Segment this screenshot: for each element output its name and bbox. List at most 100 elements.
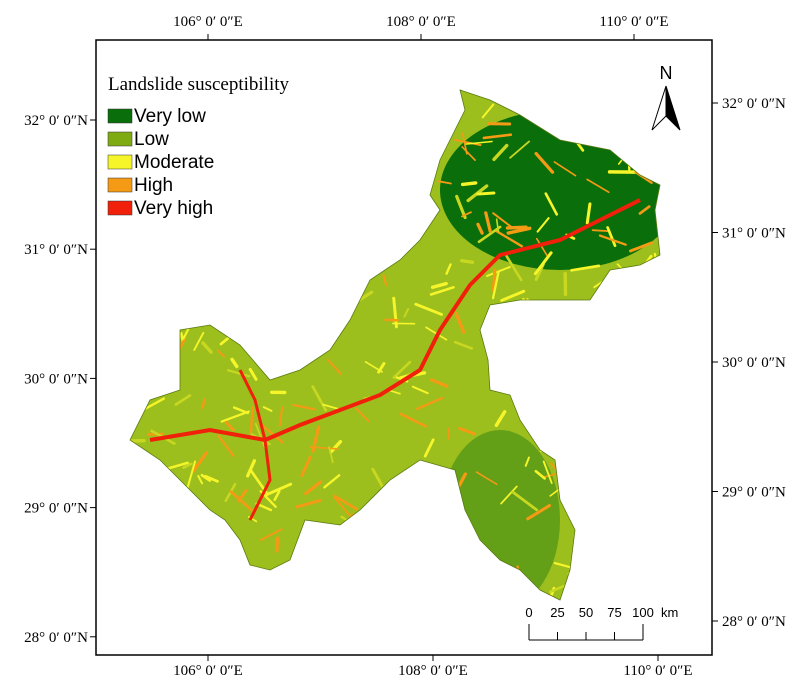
legend-label: Low [134, 129, 169, 150]
right-lat-label: 30° 0′ 0″N [722, 355, 786, 371]
legend-label: Very high [134, 198, 213, 219]
streak [437, 180, 452, 185]
left-lat-label: 29° 0′ 0″N [24, 501, 88, 517]
streak [384, 318, 399, 322]
streak [511, 490, 538, 512]
streak [275, 536, 280, 553]
streak [482, 133, 513, 140]
legend-swatch [107, 200, 133, 216]
streak [186, 460, 197, 491]
scale-bar: 0 25 50 75 100 km [525, 605, 678, 641]
left-lat-label: 32° 0′ 0″N [24, 113, 88, 129]
streak [230, 357, 239, 369]
streak [460, 259, 475, 264]
streak [430, 281, 448, 289]
streak [193, 331, 205, 351]
streak [495, 218, 500, 233]
streak [217, 434, 235, 458]
streak [327, 359, 343, 376]
streak [638, 205, 651, 215]
streak [204, 474, 219, 483]
streak [355, 407, 370, 423]
scale-unit: km [661, 605, 678, 620]
top-lon-label: 106° 0′ 0″E [173, 14, 243, 30]
streak [311, 385, 327, 412]
streak [628, 241, 654, 253]
legend-label: Very low [134, 106, 206, 127]
left-lat-label: 31° 0′ 0″N [24, 242, 88, 258]
streak [430, 378, 449, 388]
streak [553, 161, 577, 177]
streak [429, 286, 455, 296]
streak [248, 367, 258, 381]
streak [492, 143, 509, 162]
streak [411, 385, 429, 395]
streak [328, 446, 334, 464]
streak [544, 192, 559, 216]
streak [533, 251, 553, 276]
streak [392, 360, 412, 379]
streak [506, 226, 532, 235]
streak [476, 191, 496, 196]
streak [220, 410, 250, 423]
streak [455, 194, 467, 220]
scale-label: 100 [632, 605, 654, 620]
streak [174, 394, 192, 406]
streak [475, 471, 498, 486]
streak [454, 138, 482, 147]
right-lat-label: 32° 0′ 0″N [722, 96, 786, 112]
river [238, 369, 267, 441]
streak [200, 473, 212, 482]
streak [232, 406, 250, 415]
right-lat-label: 28° 0′ 0″N [722, 614, 786, 630]
bottom-lon-label: 106° 0′ 0″E [173, 663, 243, 679]
streak [249, 468, 268, 495]
streak [505, 225, 528, 230]
bottom-lon-label: 108° 0′ 0″E [398, 663, 468, 679]
legend-swatch [107, 177, 133, 193]
streak [477, 225, 502, 244]
streak [226, 369, 251, 378]
streak [464, 140, 493, 145]
streak [542, 460, 553, 484]
streak [191, 451, 209, 473]
river [248, 439, 272, 521]
streak [492, 212, 513, 229]
top-lon-label: 110° 0′ 0″E [599, 14, 668, 30]
legend-label: High [134, 175, 173, 196]
streak [197, 474, 204, 485]
streak [534, 469, 546, 480]
streak [201, 398, 206, 410]
streak [182, 462, 193, 469]
streak [586, 178, 610, 194]
streak [382, 273, 388, 287]
streak [262, 406, 273, 412]
streak [570, 264, 601, 272]
streak [224, 420, 235, 432]
streak [550, 462, 558, 471]
left-lat-label: 30° 0′ 0″N [24, 371, 88, 387]
streak [322, 403, 340, 410]
streak [216, 349, 226, 358]
streak [273, 490, 281, 502]
streak [481, 103, 495, 119]
scale-label: 0 [525, 605, 532, 620]
streak [526, 504, 552, 521]
streak [606, 226, 617, 248]
streak [278, 406, 284, 427]
streak [534, 151, 555, 174]
legend-swatch [107, 131, 133, 147]
streak [264, 482, 293, 497]
streak [333, 494, 359, 511]
streak [460, 181, 478, 187]
streak [295, 499, 322, 509]
streak [593, 281, 603, 289]
scale-label: 50 [579, 605, 593, 620]
streak [333, 496, 354, 520]
streak [259, 528, 283, 541]
streak [303, 480, 323, 496]
streak [491, 268, 497, 292]
legend-label: Moderate [134, 152, 214, 173]
